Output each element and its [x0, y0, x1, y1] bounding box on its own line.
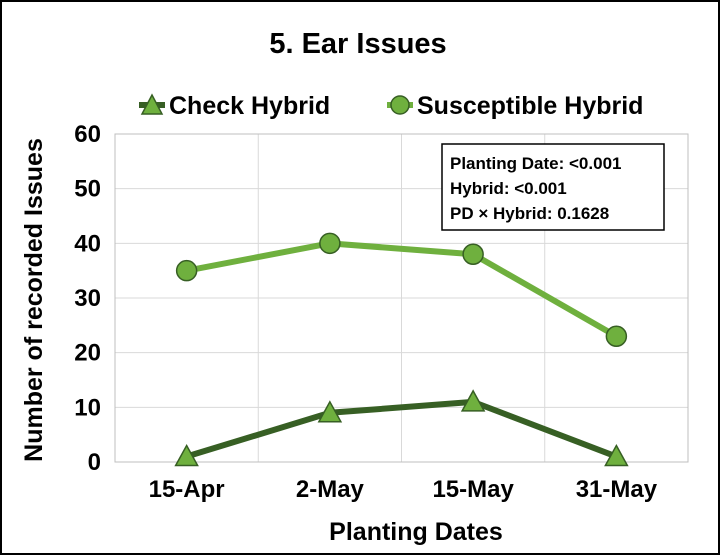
- data-point-susceptible-hybrid: [319, 232, 341, 255]
- stats-line-interaction: PD × Hybrid: 0.1628: [450, 204, 609, 223]
- y-axis-label: Number of recorded Issues: [20, 138, 48, 462]
- x-tick-label: 31-May: [576, 476, 658, 503]
- y-tick-label: 10: [74, 394, 101, 421]
- data-point-susceptible-hybrid: [605, 325, 628, 348]
- legend-entry-susceptible-hybrid: Susceptible Hybrid: [387, 92, 643, 120]
- stats-box: [441, 143, 665, 231]
- series-layer: [174, 232, 629, 467]
- chart-title: 5. Ear Issues: [269, 28, 446, 60]
- x-axis-label: Planting Dates: [329, 518, 503, 546]
- series-line-check-hybrid: [185, 398, 618, 460]
- plot-border: [114, 133, 689, 463]
- data-point-susceptible-hybrid: [462, 243, 484, 266]
- legend: Check Hybrid Susceptible Hybrid: [139, 92, 643, 120]
- y-tick-label: 40: [74, 230, 101, 257]
- data-point-check-hybrid: [460, 389, 486, 412]
- legend-label-susceptible-hybrid: Susceptible Hybrid: [417, 92, 643, 120]
- y-axis-ticks: 0 10 20 30 40 50 60: [74, 121, 101, 476]
- data-point-susceptible-hybrid: [175, 259, 198, 282]
- x-tick-label: 2-May: [296, 476, 365, 503]
- plot-area: [114, 133, 689, 463]
- data-point-check-hybrid: [317, 400, 343, 423]
- series-line-susceptible-hybrid: [186, 240, 618, 339]
- y-tick-label: 0: [88, 449, 101, 476]
- x-tick-label: 15-May: [432, 476, 514, 503]
- legend-circle-marker-icon: [390, 95, 410, 115]
- legend-label-check-hybrid: Check Hybrid: [169, 92, 330, 120]
- legend-entry-check-hybrid: Check Hybrid: [139, 92, 330, 120]
- stats-line-planting-date: Planting Date: <0.001: [450, 154, 621, 173]
- stats-line-hybrid: Hybrid: <0.001: [450, 179, 567, 198]
- data-point-check-hybrid: [174, 443, 199, 467]
- legend-triangle-marker-icon: [140, 93, 164, 115]
- y-tick-label: 60: [74, 121, 101, 148]
- data-point-check-hybrid: [604, 443, 629, 467]
- x-tick-label: 15-Apr: [149, 476, 225, 503]
- stats-annotation: Planting Date: <0.001 Hybrid: <0.001 PD …: [441, 143, 665, 231]
- y-tick-label: 50: [74, 176, 101, 203]
- y-tick-label: 20: [74, 340, 101, 367]
- y-tick-label: 30: [74, 285, 101, 312]
- x-axis-ticks: 15-Apr 2-May 15-May 31-May: [149, 476, 658, 503]
